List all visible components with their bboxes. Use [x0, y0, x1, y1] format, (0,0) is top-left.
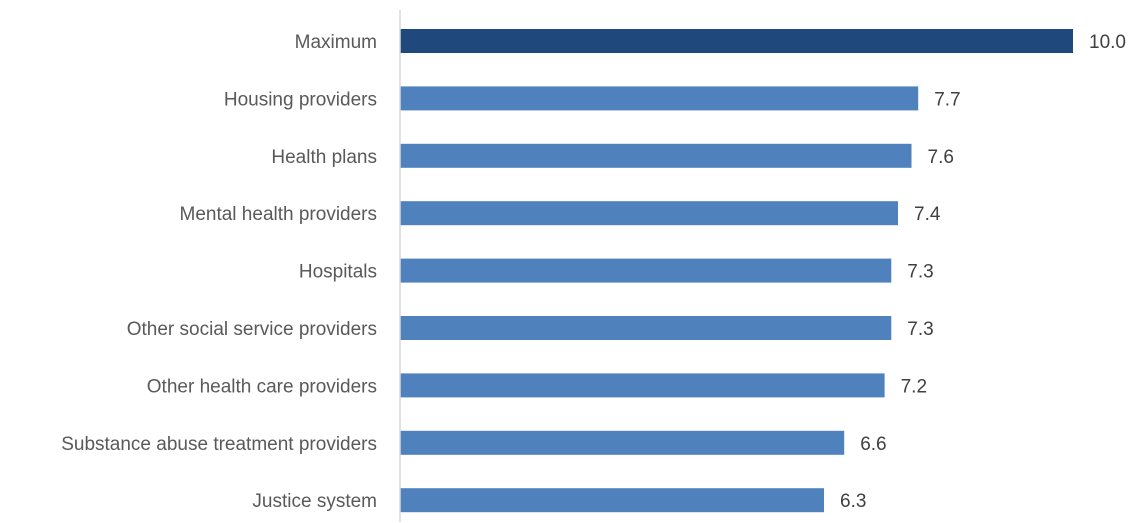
bar-mental-health-providers: [400, 201, 898, 226]
bar-justice-system: [400, 488, 824, 513]
value-label: 6.3: [840, 491, 866, 512]
value-label: 7.4: [914, 204, 941, 225]
value-labels-group: 10.0 7.7 7.6 7.4 7.3 7.3 7.2 6.6 6.3: [840, 32, 1126, 512]
value-label: 7.2: [901, 376, 927, 397]
bar-maximum: [400, 29, 1073, 53]
bar-hospitals: [400, 258, 892, 283]
category-label: Justice system: [252, 491, 377, 512]
value-label: 10.0: [1089, 32, 1126, 53]
category-label: Hospitals: [299, 262, 377, 283]
category-label: Housing providers: [224, 89, 377, 110]
value-label: 7.6: [928, 147, 954, 168]
bar-housing-providers: [400, 86, 919, 111]
category-labels-group: Maximum Housing providers Health plans Ment…: [61, 32, 377, 512]
bar-other-social-service-providers: [400, 316, 892, 340]
category-label: Mental health providers: [180, 204, 378, 225]
category-label: Maximum: [295, 32, 377, 53]
bar-health-plans: [400, 143, 912, 168]
bar-other-health-care-providers: [400, 373, 885, 398]
category-label: Other health care providers: [147, 376, 377, 397]
bars-group: [400, 29, 1073, 513]
category-label: Other social service providers: [127, 319, 377, 340]
value-label: 7.7: [934, 89, 960, 110]
value-label: 7.3: [907, 319, 933, 340]
bar-substance-abuse-treatment-providers: [400, 430, 845, 455]
category-label: Substance abuse treatment providers: [61, 434, 377, 455]
category-label: Health plans: [271, 147, 377, 168]
value-label: 6.6: [860, 434, 886, 455]
value-label: 7.3: [907, 262, 933, 283]
